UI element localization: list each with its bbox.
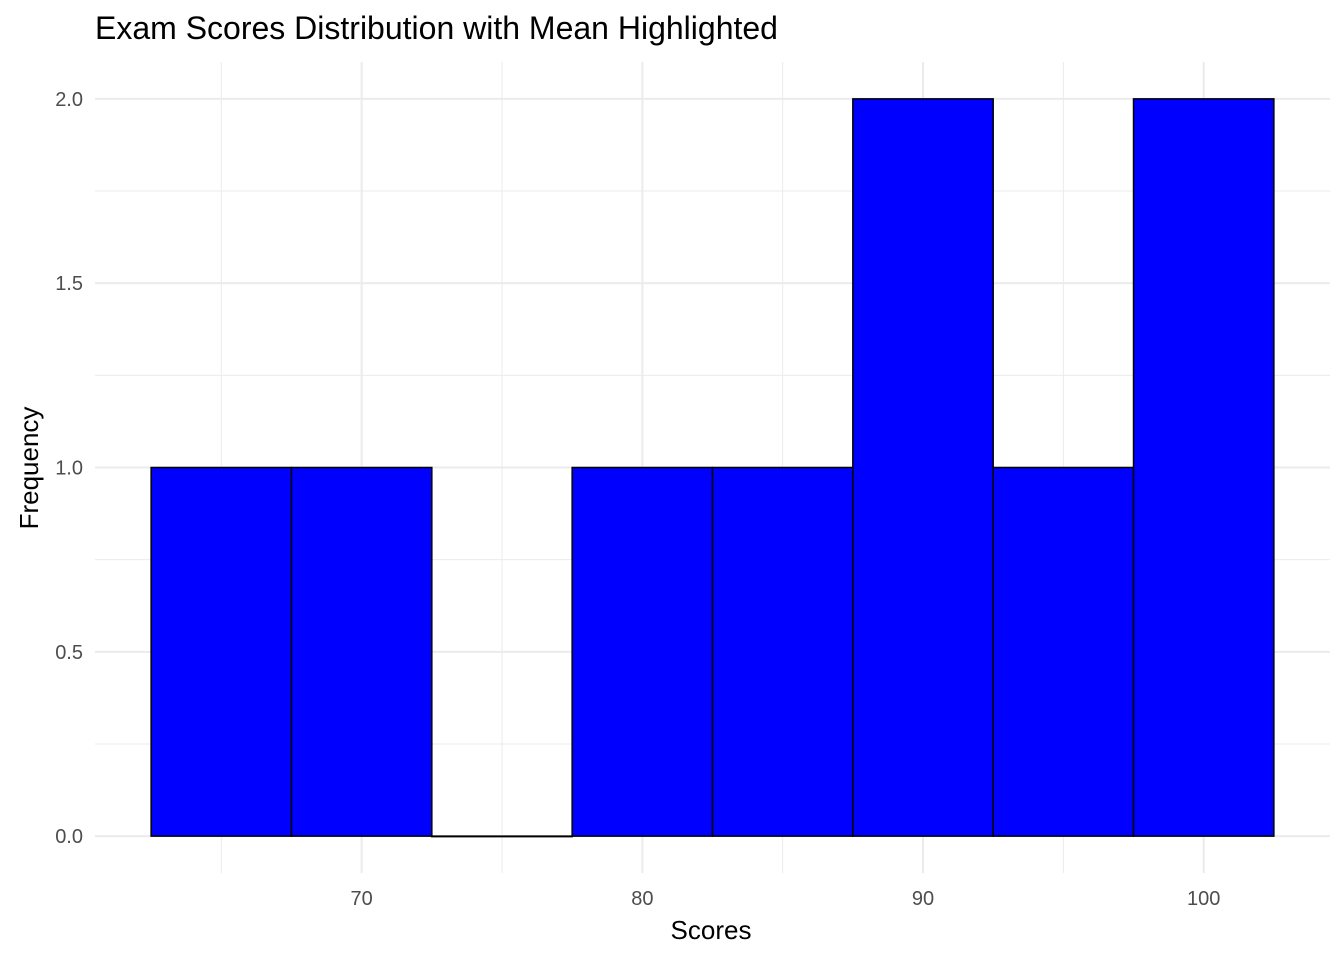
histogram-bar (992, 466, 1135, 837)
y-axis-title: Frequency (14, 407, 44, 530)
y-tick-label: 1.5 (55, 273, 83, 295)
chart-title: Exam Scores Distribution with Mean Highl… (95, 10, 778, 46)
histogram-bar (571, 466, 714, 837)
histogram-bar (1132, 98, 1275, 837)
histogram-bar (852, 98, 994, 837)
x-axis-title: Scores (671, 915, 752, 945)
tick-labels: 70 80 90 100 0.0 0.5 1.0 1.5 2.0 (55, 89, 1220, 910)
x-tick-label: 100 (1187, 888, 1220, 910)
histogram-bar (290, 466, 433, 837)
x-tick-label: 90 (912, 888, 934, 910)
y-tick-label: 0.5 (55, 642, 83, 664)
y-tick-label: 0.0 (55, 826, 83, 848)
histogram-bar (711, 466, 854, 837)
x-tick-label: 80 (631, 888, 653, 910)
y-tick-label: 1.0 (55, 458, 83, 480)
histogram-bar (431, 835, 573, 838)
histogram-bars (150, 98, 1275, 838)
x-tick-label: 70 (351, 888, 373, 910)
y-tick-label: 2.0 (55, 89, 83, 111)
histogram-bar (150, 466, 293, 837)
